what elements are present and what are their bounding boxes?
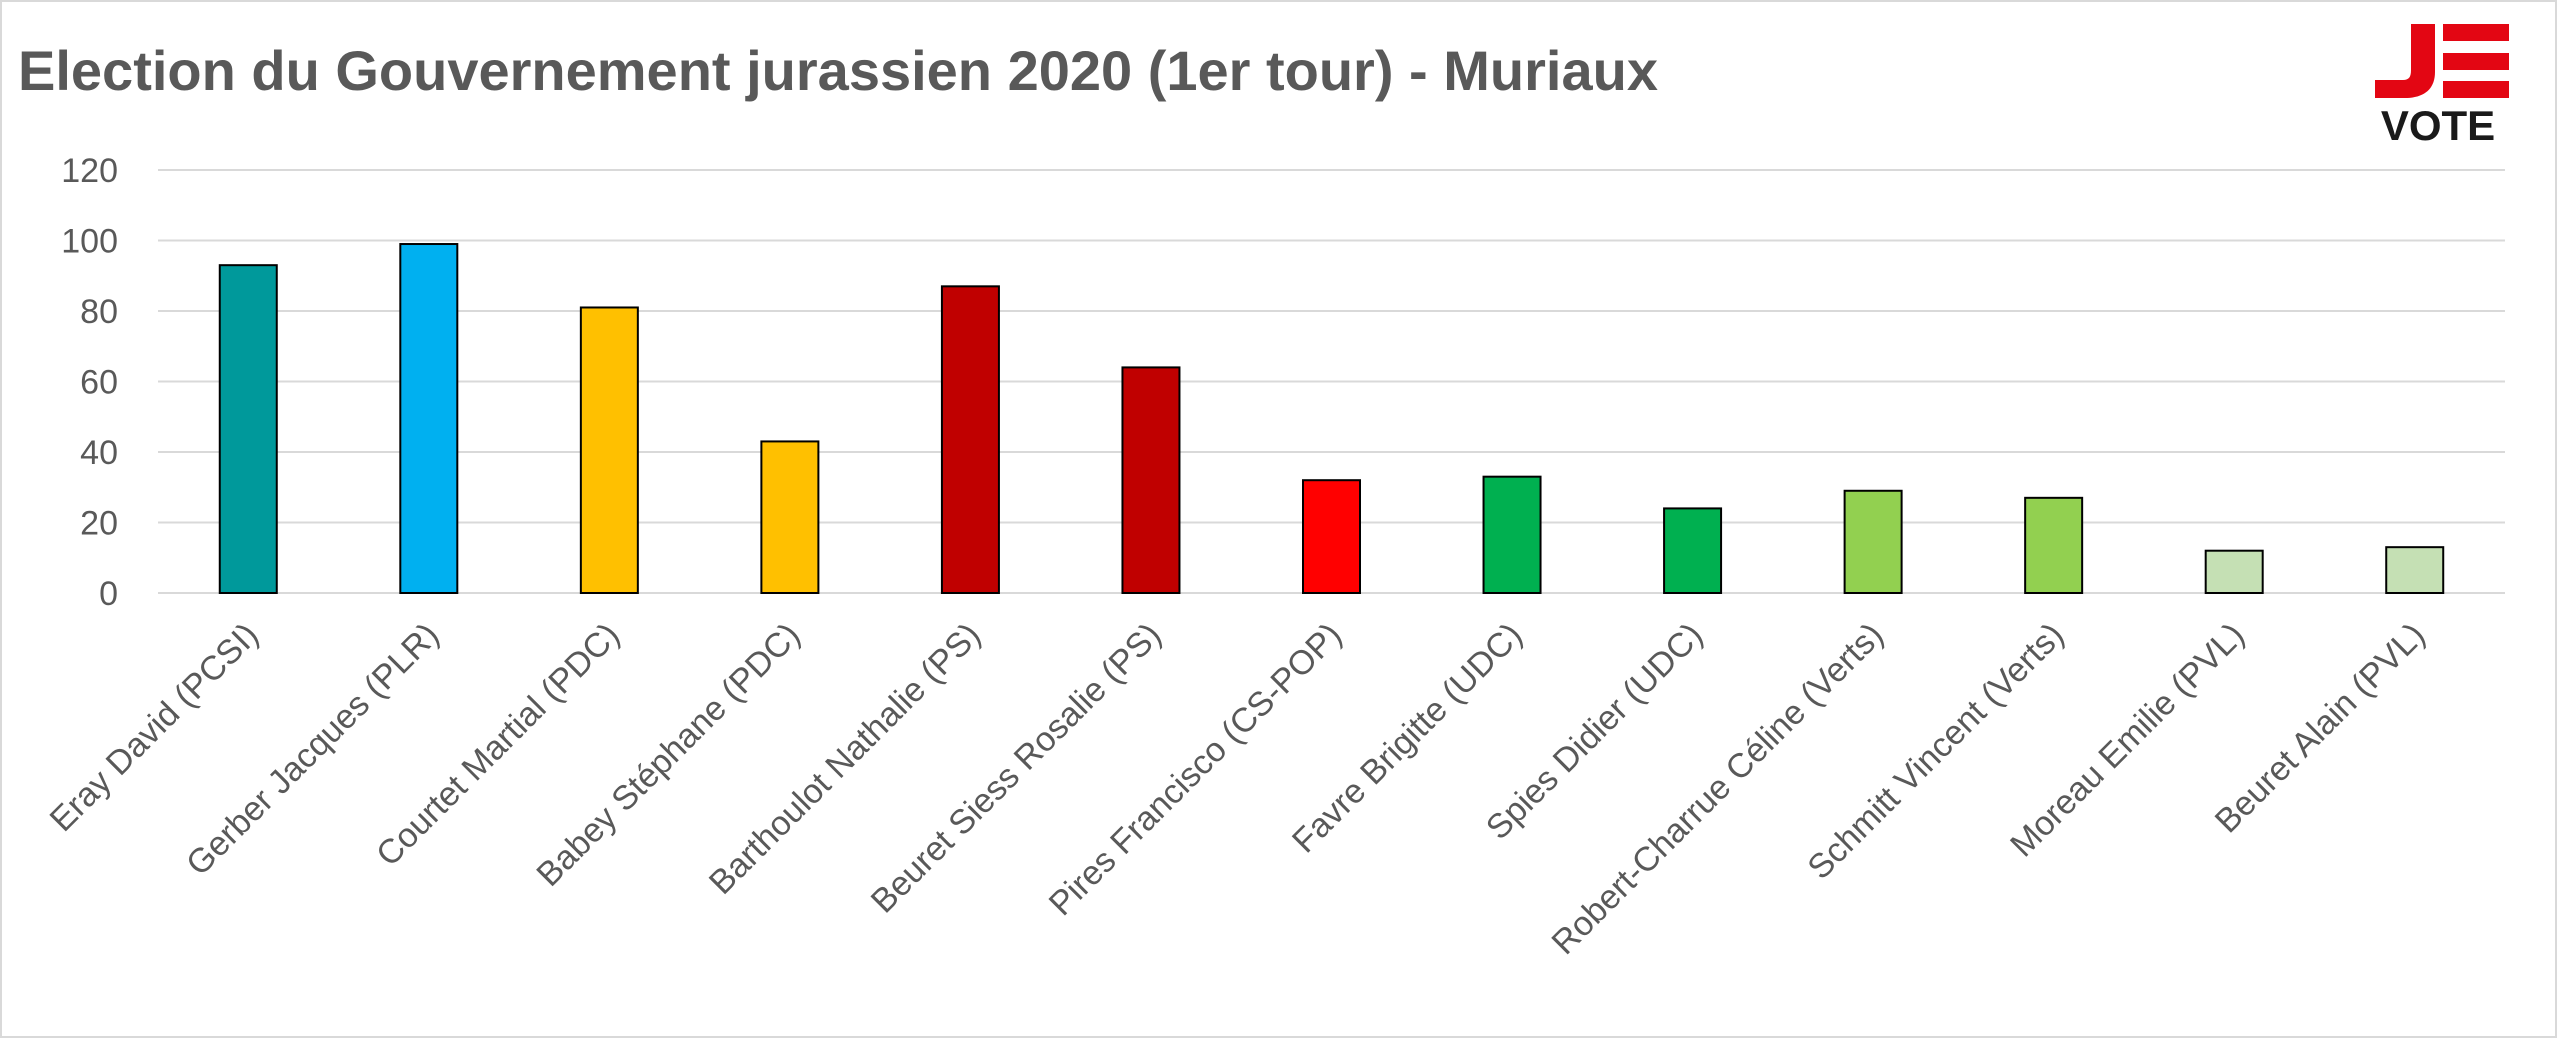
logo-text: VOTE bbox=[2381, 102, 2495, 145]
chart-title: Election du Gouvernement jurassien 2020 … bbox=[18, 39, 1658, 102]
y-tick-label: 80 bbox=[80, 293, 118, 331]
je-vote-logo: VOTE bbox=[2375, 24, 2509, 145]
bar bbox=[1482, 475, 1542, 594]
x-category-label: Robert-Charrue Céline (Verts) bbox=[1545, 616, 1891, 962]
bar bbox=[1663, 507, 1723, 594]
y-tick-label: 120 bbox=[61, 152, 118, 190]
y-axis-ticks: 0 20 40 60 80 100 120 bbox=[61, 152, 118, 613]
bar bbox=[940, 285, 1000, 594]
y-tick-label: 100 bbox=[61, 223, 118, 261]
y-tick-label: 60 bbox=[80, 364, 118, 402]
bar bbox=[760, 440, 820, 594]
logo-mark bbox=[2375, 24, 2509, 98]
y-tick-label: 20 bbox=[80, 505, 118, 543]
y-tick-label: 40 bbox=[80, 434, 118, 472]
bar bbox=[218, 264, 278, 594]
x-category-label: Beuret Siess Rosalie (PS) bbox=[864, 616, 1169, 921]
y-tick-label: 0 bbox=[99, 575, 118, 613]
bar bbox=[399, 243, 459, 594]
bar bbox=[2024, 496, 2084, 595]
bar bbox=[1302, 479, 1361, 595]
x-category-label: Pires Francisco (CS-POP) bbox=[1042, 616, 1349, 923]
bar bbox=[579, 306, 639, 594]
bar bbox=[1121, 366, 1181, 594]
bar bbox=[2204, 549, 2264, 595]
bar bbox=[2385, 546, 2445, 594]
x-axis-labels: Eray David (PCSI)Gerber Jacques (PLR)Cou… bbox=[43, 616, 2433, 962]
bars bbox=[218, 243, 2445, 595]
bar bbox=[1843, 489, 1903, 594]
